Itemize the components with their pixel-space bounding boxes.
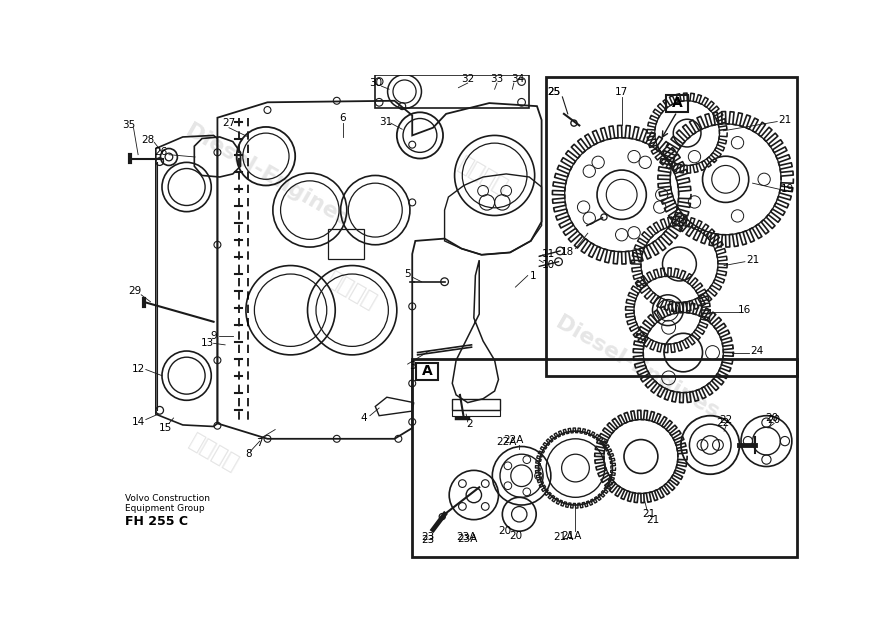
Text: 33: 33 bbox=[490, 74, 504, 84]
Text: 26: 26 bbox=[155, 148, 168, 158]
Text: 7: 7 bbox=[256, 438, 263, 448]
Text: 22A: 22A bbox=[496, 437, 516, 447]
Text: 21A: 21A bbox=[562, 531, 582, 541]
Text: 21: 21 bbox=[642, 509, 655, 519]
Text: 3: 3 bbox=[409, 362, 416, 371]
Text: Volvo Construction: Volvo Construction bbox=[125, 494, 210, 504]
Text: 紫发动力: 紫发动力 bbox=[455, 153, 511, 197]
Text: 23A: 23A bbox=[456, 533, 476, 543]
Text: 2: 2 bbox=[466, 419, 473, 429]
Text: 20: 20 bbox=[765, 413, 779, 423]
Text: 18: 18 bbox=[562, 247, 574, 257]
Text: 23A: 23A bbox=[457, 534, 478, 544]
Text: 22: 22 bbox=[716, 418, 730, 428]
Text: Diesel-Engines: Diesel-Engines bbox=[552, 313, 723, 423]
Text: 32: 32 bbox=[461, 74, 474, 84]
Text: 21: 21 bbox=[746, 255, 759, 265]
Text: 11: 11 bbox=[542, 249, 555, 259]
Text: 23: 23 bbox=[421, 536, 434, 546]
Text: 24: 24 bbox=[749, 346, 763, 356]
Text: 22: 22 bbox=[719, 415, 732, 425]
Text: Diesel-Engines: Diesel-Engines bbox=[182, 121, 352, 230]
Text: Equipment Group: Equipment Group bbox=[125, 504, 205, 512]
Text: 21: 21 bbox=[646, 516, 659, 526]
Text: 29: 29 bbox=[128, 286, 142, 296]
Text: 8: 8 bbox=[245, 449, 252, 459]
Bar bbox=[667, 95, 688, 112]
Text: 21A: 21A bbox=[554, 533, 574, 543]
Text: 紫发动力: 紫发动力 bbox=[185, 431, 242, 475]
Bar bbox=[546, 77, 797, 376]
Text: 35: 35 bbox=[122, 121, 135, 131]
Text: 9: 9 bbox=[210, 330, 217, 340]
Text: 12: 12 bbox=[132, 364, 145, 374]
Text: 19: 19 bbox=[781, 185, 794, 194]
Text: 紫发动力: 紫发动力 bbox=[324, 269, 380, 313]
Bar bbox=[376, 75, 530, 107]
Text: 13: 13 bbox=[201, 338, 214, 349]
Text: 20: 20 bbox=[767, 415, 780, 425]
Bar bbox=[417, 362, 438, 379]
Text: 17: 17 bbox=[615, 87, 628, 97]
Text: 20: 20 bbox=[498, 526, 511, 536]
Bar bbox=[452, 409, 500, 416]
Text: 22A: 22A bbox=[504, 435, 524, 445]
Text: 14: 14 bbox=[132, 417, 145, 427]
Text: A: A bbox=[672, 96, 683, 110]
Text: 6: 6 bbox=[340, 112, 346, 122]
Text: 4: 4 bbox=[360, 413, 367, 423]
Text: 16: 16 bbox=[738, 305, 751, 315]
Text: 30: 30 bbox=[368, 78, 382, 88]
Text: FH 255 C: FH 255 C bbox=[125, 516, 188, 528]
Bar bbox=[412, 359, 797, 558]
Bar bbox=[452, 399, 500, 409]
Text: 25: 25 bbox=[547, 87, 561, 97]
Text: 25: 25 bbox=[547, 87, 561, 97]
Text: 15: 15 bbox=[159, 423, 173, 433]
Text: 31: 31 bbox=[378, 117, 392, 127]
Text: 10: 10 bbox=[542, 260, 555, 270]
Text: 1: 1 bbox=[530, 271, 537, 281]
Text: 20: 20 bbox=[509, 531, 522, 541]
Text: A: A bbox=[422, 364, 433, 378]
Text: 21: 21 bbox=[778, 115, 791, 125]
Text: 28: 28 bbox=[142, 135, 155, 145]
Text: 23: 23 bbox=[421, 533, 434, 543]
Text: 5: 5 bbox=[404, 269, 411, 279]
Text: 27: 27 bbox=[222, 118, 236, 128]
Text: 34: 34 bbox=[511, 74, 524, 84]
Bar bbox=[328, 229, 365, 259]
